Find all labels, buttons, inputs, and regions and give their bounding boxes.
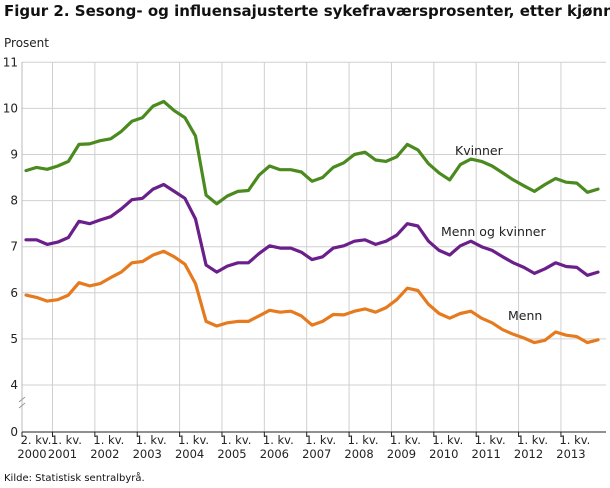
axes: [18, 62, 606, 433]
x-tick-label-year: 2013: [556, 447, 585, 461]
series-labels: Kvinner Menn og kvinner Menn: [441, 143, 546, 323]
x-tick-label-year: 2012: [514, 447, 543, 461]
x-tick-label-year: 2002: [90, 447, 119, 461]
chart-title: Figur 2. Sesong- og influensajusterte sy…: [4, 2, 610, 20]
x-tick-label-year: 2004: [175, 447, 204, 461]
x-tick-label-quarter: 1. kv.: [178, 433, 209, 447]
x-tick-label-quarter: 1. kv.: [559, 433, 590, 447]
x-tick-label-year: 2000: [17, 447, 46, 461]
x-tick-label-year: 2001: [48, 447, 77, 461]
x-tick-label-quarter: 1. kv.: [263, 433, 294, 447]
x-tick-label-year: 2006: [260, 447, 289, 461]
series-line: [24, 182, 600, 277]
x-tick-label-quarter: 1. kv.: [93, 433, 124, 447]
y-tick-labels: 0 4 5 6 7 8 9 10 11: [3, 55, 18, 439]
x-tick-label-year: 2009: [387, 447, 416, 461]
grid-lines: [22, 61, 606, 432]
x-tick-label-year: 2007: [302, 447, 331, 461]
x-tick-label-quarter: 1. kv.: [221, 433, 252, 447]
x-tick-label-year: 2008: [344, 447, 373, 461]
series-label: Menn og kvinner: [441, 224, 546, 239]
y-tick-label: 4: [10, 378, 18, 392]
x-tick-label-quarter: 1. kv.: [136, 433, 167, 447]
x-tick-label-quarter: 1. kv.: [517, 433, 548, 447]
y-tick-label: 5: [10, 332, 18, 346]
series-label: Kvinner: [455, 143, 504, 158]
axis-break-mark: [18, 402, 26, 409]
series-line: [24, 249, 600, 345]
y-tick-label: 0: [10, 425, 18, 439]
x-tick-label-year: 2010: [429, 447, 458, 461]
y-tick-label: 10: [3, 101, 18, 115]
x-tick-label-quarter: 1. kv.: [432, 433, 463, 447]
x-tick-label-quarter: 1. kv.: [475, 433, 506, 447]
y-tick-label: 9: [10, 148, 18, 162]
y-tick-label: 7: [10, 240, 18, 254]
y-tick-label: 6: [10, 286, 18, 300]
series-label: Menn: [508, 308, 542, 323]
x-tick-label-year: 2011: [472, 447, 501, 461]
series-line: [24, 99, 600, 206]
axis-break-mark: [18, 396, 26, 403]
y-tick-label: 8: [10, 194, 18, 208]
series-lines: [24, 99, 600, 345]
x-tick-label-quarter: 1. kv.: [390, 433, 421, 447]
y-tick-label: 11: [3, 55, 18, 69]
x-tick-label-year: 2005: [217, 447, 246, 461]
x-tick-label-quarter: 2. kv.: [21, 433, 52, 447]
source-note: Kilde: Statistisk sentralbyrå.: [4, 473, 145, 484]
x-tick-label-quarter: 1. kv.: [305, 433, 336, 447]
y-axis-label: Prosent: [4, 36, 49, 50]
x-tick-label-quarter: 1. kv.: [51, 433, 82, 447]
x-tick-label-year: 2003: [133, 447, 162, 461]
x-tick-label-quarter: 1. kv.: [348, 433, 379, 447]
